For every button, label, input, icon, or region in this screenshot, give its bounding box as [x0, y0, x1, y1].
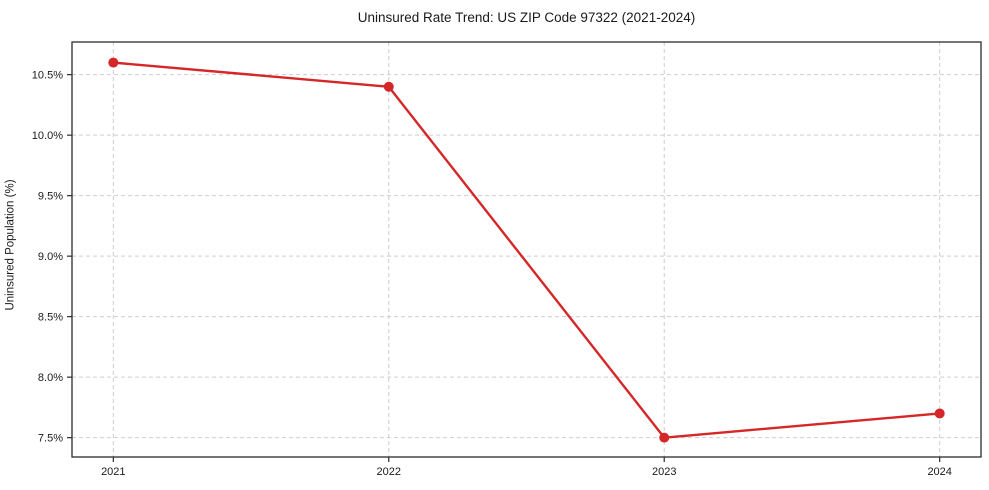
y-axis-label: Uninsured Population (%) — [5, 179, 18, 311]
axes-spines — [71, 41, 982, 458]
data-point — [934, 408, 945, 419]
y-tick-label: 8.0% — [38, 372, 63, 384]
y-tick-label: 9.5% — [38, 191, 63, 203]
y-tick-label: 10.0% — [32, 130, 63, 142]
y-tick-label: 9.0% — [38, 251, 63, 263]
y-tick-label: 10.5% — [32, 70, 63, 82]
x-tick-label: 2021 — [101, 466, 125, 478]
x-tick-label: 2024 — [927, 466, 951, 478]
chart-title: Uninsured Rate Trend: US ZIP Code 97322 … — [357, 10, 696, 25]
x-tick-label: 2023 — [652, 466, 676, 478]
data-point — [108, 57, 119, 68]
data-point — [659, 432, 670, 443]
series-line — [112, 61, 941, 439]
y-tick-label: 7.5% — [38, 433, 63, 445]
data-point — [383, 81, 394, 92]
y-tick-label: 8.5% — [38, 312, 63, 324]
x-tick-label: 2022 — [377, 466, 401, 478]
